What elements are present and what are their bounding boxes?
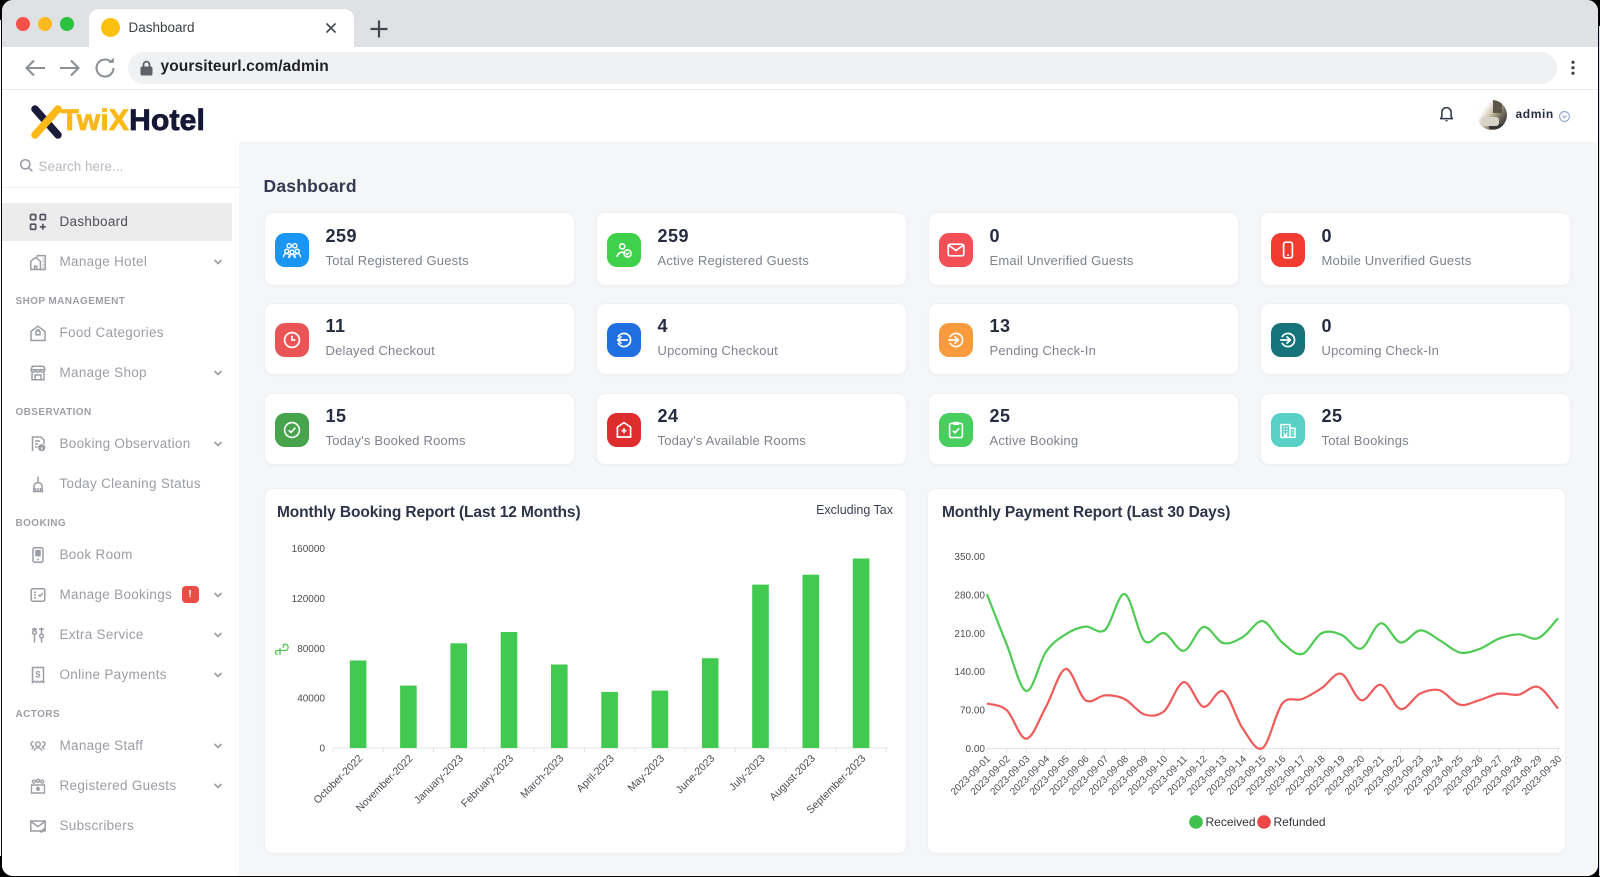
svg-text:160000: 160000: [291, 544, 325, 555]
svg-text:0.00: 0.00: [965, 744, 985, 755]
svg-text:80000: 80000: [297, 644, 325, 655]
svg-text:Refunded: Refunded: [1273, 815, 1325, 829]
svg-text:Monthly Payment Report (Last 3: Monthly Payment Report (Last 30 Days): [942, 504, 1230, 521]
svg-text:July-2023: July-2023: [726, 753, 767, 794]
svg-text:Monthly Booking Report (Last 1: Monthly Booking Report (Last 12 Months): [277, 504, 581, 521]
svg-text:120000: 120000: [291, 594, 325, 605]
svg-text:280.00: 280.00: [954, 590, 985, 601]
svg-text:August-2023: August-2023: [767, 753, 818, 804]
svg-text:June-2023: June-2023: [673, 753, 717, 797]
svg-text:October-2022: October-2022: [311, 753, 365, 807]
svg-text:Excluding Tax: Excluding Tax: [816, 503, 894, 517]
svg-text:April-2023: April-2023: [574, 753, 616, 795]
svg-text:January-2023: January-2023: [411, 753, 465, 807]
svg-text:$: $: [35, 670, 40, 680]
svg-text:February-2023: February-2023: [458, 753, 515, 810]
svg-text:0: 0: [319, 744, 325, 755]
svg-text:210.00: 210.00: [954, 629, 985, 640]
svg-text:40000: 40000: [297, 694, 325, 705]
svg-text:70.00: 70.00: [959, 706, 984, 717]
svg-text:March-2023: March-2023: [518, 753, 566, 801]
svg-text:May-2023: May-2023: [625, 753, 667, 795]
svg-text:Received: Received: [1205, 815, 1255, 829]
svg-text:140.00: 140.00: [954, 667, 985, 678]
svg-text:350.00: 350.00: [954, 552, 985, 563]
